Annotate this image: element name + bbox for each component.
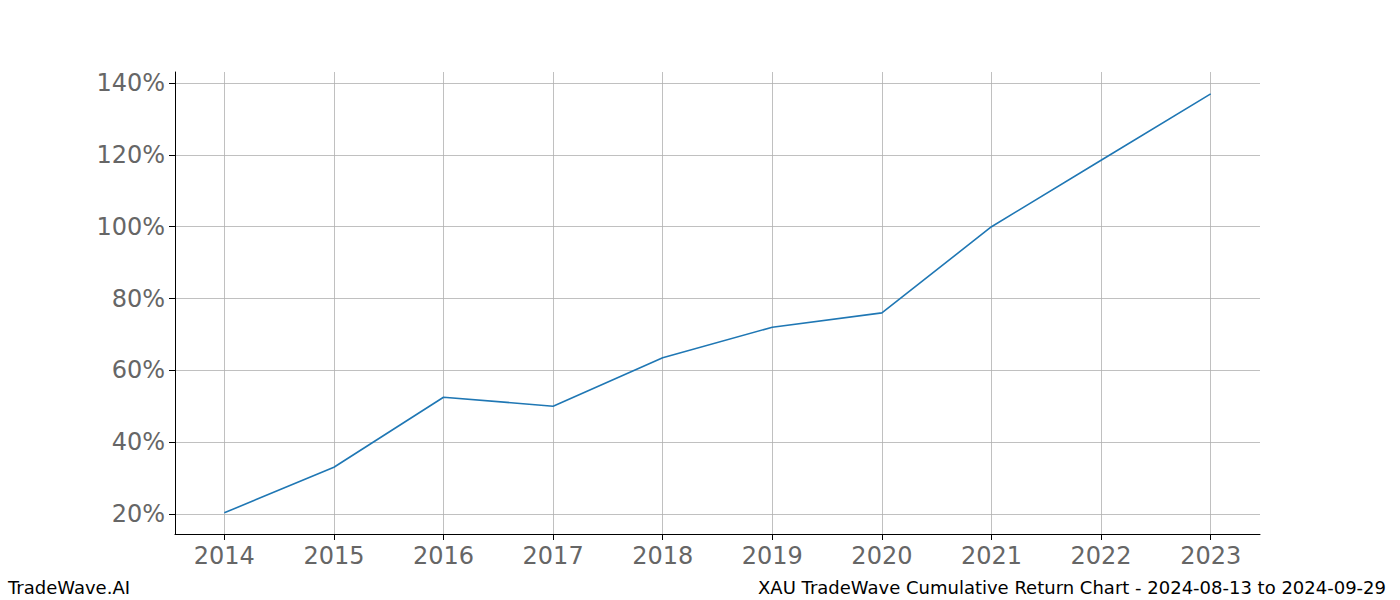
svg-text:40%: 40% bbox=[112, 428, 165, 456]
svg-text:TradeWave.AI: TradeWave.AI bbox=[7, 577, 130, 598]
svg-text:2020: 2020 bbox=[851, 542, 912, 570]
svg-text:120%: 120% bbox=[96, 141, 165, 169]
svg-text:100%: 100% bbox=[96, 213, 165, 241]
svg-text:2022: 2022 bbox=[1071, 542, 1132, 570]
svg-text:20%: 20% bbox=[112, 500, 165, 528]
svg-text:2018: 2018 bbox=[632, 542, 693, 570]
svg-text:2021: 2021 bbox=[961, 542, 1022, 570]
svg-text:2016: 2016 bbox=[413, 542, 474, 570]
svg-text:XAU TradeWave Cumulative Retur: XAU TradeWave Cumulative Return Chart - … bbox=[758, 577, 1386, 598]
svg-text:60%: 60% bbox=[112, 356, 165, 384]
svg-text:2019: 2019 bbox=[742, 542, 803, 570]
svg-text:2017: 2017 bbox=[523, 542, 584, 570]
svg-text:80%: 80% bbox=[112, 285, 165, 313]
svg-text:2015: 2015 bbox=[303, 542, 364, 570]
svg-text:2023: 2023 bbox=[1180, 542, 1241, 570]
svg-text:2014: 2014 bbox=[194, 542, 255, 570]
svg-text:140%: 140% bbox=[96, 69, 165, 97]
